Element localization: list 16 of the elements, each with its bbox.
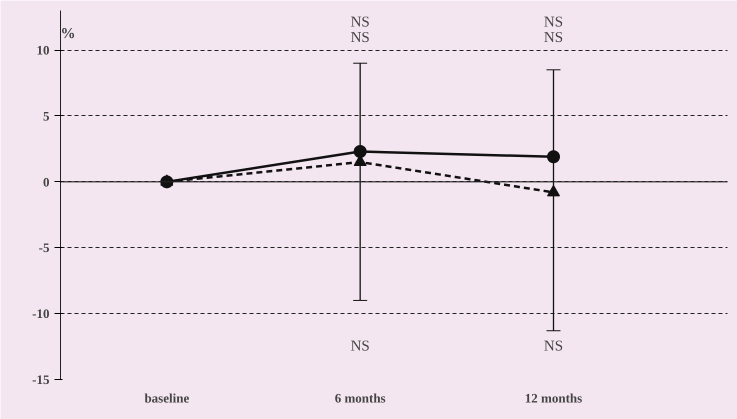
annotation: NS	[350, 30, 370, 46]
y-tick-label: 5	[43, 108, 50, 124]
y-tick-label: -10	[32, 306, 50, 322]
y-axis-title: %	[60, 26, 76, 42]
annotation: NS	[350, 338, 370, 355]
annotation: NS	[544, 30, 564, 46]
y-tick-label: -15	[32, 372, 50, 387]
x-tick-label: 6 months	[334, 390, 386, 406]
y-tick-label: -5	[38, 240, 50, 256]
x-tick-label: baseline	[144, 390, 190, 406]
y-tick-label: 10	[36, 42, 50, 58]
y-tick-label: 0	[43, 174, 50, 190]
annotation: NS	[544, 338, 564, 355]
x-tick-label: 12 months	[524, 390, 582, 406]
annotation: NS	[350, 14, 370, 30]
annotation: NS	[544, 14, 564, 30]
